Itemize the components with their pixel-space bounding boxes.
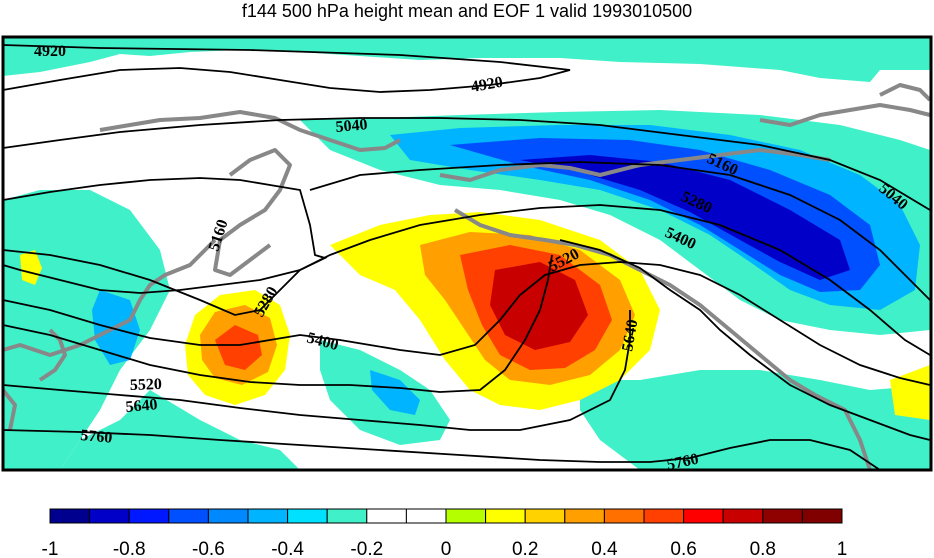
contour-5160 [2, 177, 328, 294]
colorbar-tick-label: 1 [837, 539, 848, 558]
shade-pos-weak-west-spot [20, 250, 42, 285]
coastline-southwest [1, 388, 17, 431]
colorbar-box [445, 508, 487, 524]
coastline-kamchatka [213, 148, 292, 277]
colorbar-tick-label: 0.4 [591, 539, 618, 558]
colorbar-tick-label: -1 [42, 539, 59, 558]
colorbar-box [485, 508, 526, 524]
contour-5760 [2, 429, 881, 471]
shade-pos-strong-left [215, 325, 262, 370]
shade-neg-weak-north [3, 37, 930, 82]
coastline-canada [759, 103, 931, 127]
colorbar-tick-label: 0.2 [512, 539, 538, 558]
colorbar-tick-label: -0.4 [271, 539, 304, 558]
coastline-alaska [439, 148, 831, 182]
coastline-northasia [99, 110, 401, 152]
contour-label: 5520 [130, 376, 163, 394]
colorbar-box [683, 508, 724, 524]
contour-label: 4920 [470, 74, 504, 96]
contour-5400 [2, 261, 931, 386]
colorbar-tick-label: -0.6 [192, 539, 225, 558]
shade-pos-max-center [490, 262, 588, 350]
contour-5640 [2, 310, 631, 431]
eof-shading [3, 37, 930, 470]
colorbar-box [207, 508, 249, 524]
colorbar-box [762, 508, 803, 524]
contour-label: 5640 [619, 318, 641, 352]
contour-5520-east [559, 239, 931, 441]
colorbar-box [49, 508, 91, 524]
contour-label: 4920 [34, 43, 66, 60]
colorbar-tick-label: 0 [441, 539, 452, 558]
colorbar: -1 -0.8 -0.6 -0.4 -0.2 0 0.2 0.4 0.6 0.8 1 [42, 508, 848, 558]
colorbar-box [287, 508, 328, 524]
shade-neg-weak-south [580, 370, 930, 470]
shade-neg-mid-center [370, 370, 420, 415]
contour-label: 5760 [80, 427, 113, 447]
colorbar-tick-label: -0.8 [113, 539, 146, 558]
contour-label: 5040 [335, 116, 368, 136]
colorbar-box [722, 508, 764, 524]
colorbar-box [128, 508, 170, 524]
colorbar-box [643, 508, 685, 524]
shade-neg-weak-west [3, 190, 170, 470]
shade-neg-weak-left-bottom [60, 390, 300, 470]
colorbar-box [405, 508, 447, 524]
colorbar-tick-label: -0.2 [350, 539, 383, 558]
colorbar-box [366, 508, 407, 524]
height-contours [2, 44, 931, 471]
shade-neg-max [520, 155, 850, 280]
contour-label: 5760 [665, 451, 700, 474]
colorbar-box [168, 508, 209, 524]
contour-5280 [2, 204, 931, 356]
plot-frame [1, 35, 933, 472]
colorbar-box [603, 508, 645, 524]
contour-label: 5640 [125, 396, 158, 416]
contour-5040 [2, 117, 931, 211]
colorbar-boxes [49, 508, 843, 524]
contour-4920 [2, 44, 571, 93]
map-plot: 4920 4920 5040 5040 5160 5160 5280 5280 … [1, 35, 933, 474]
contour-5160-east [309, 161, 931, 301]
colorbar-box [801, 508, 843, 524]
map-title: f144 500 hPa height mean and EOF 1 valid… [241, 1, 693, 21]
coastlines [1, 83, 932, 471]
colorbar-box [89, 508, 130, 524]
colorbar-box [564, 508, 605, 524]
colorbar-box [524, 508, 566, 524]
contour-5520 [2, 254, 553, 393]
colorbar-box [247, 508, 289, 524]
coastline-alaska-south [453, 208, 872, 471]
colorbar-box [326, 508, 368, 524]
coastline-asia [2, 238, 217, 357]
coastline-arctic [879, 83, 932, 102]
colorbar-tick-label: 0.8 [750, 539, 776, 558]
colorbar-tick-labels: -1 -0.8 -0.6 -0.4 -0.2 0 0.2 0.4 0.6 0.8 1 [42, 539, 848, 558]
colorbar-tick-label: 0.6 [670, 539, 696, 558]
